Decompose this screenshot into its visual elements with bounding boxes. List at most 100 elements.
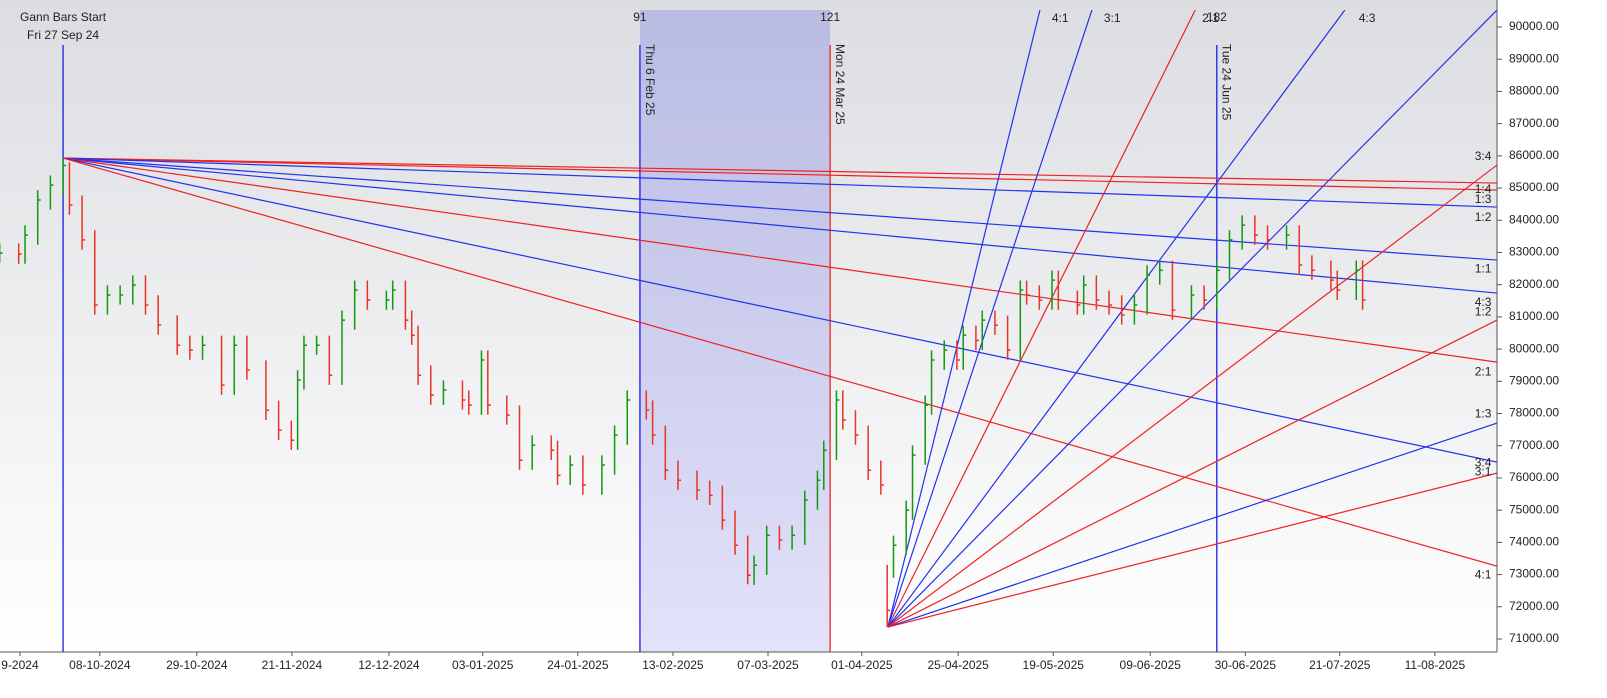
price-bar	[531, 435, 536, 470]
fan-label: 1:2	[1475, 210, 1492, 224]
price-bar	[265, 360, 269, 420]
price-bar	[823, 440, 827, 490]
price-bar	[816, 470, 821, 510]
fan-line	[63, 157, 1497, 208]
price-bar	[765, 525, 770, 575]
price-bar	[144, 275, 149, 315]
x-tick-label: 03-01-2025	[452, 658, 514, 672]
fan-line	[887, 10, 1093, 628]
fan-label: 4:3	[1475, 295, 1492, 309]
x-tick-label: 01-04-2025	[831, 658, 893, 672]
fan-line	[887, 10, 1497, 628]
price-bar	[1266, 225, 1271, 250]
fan-label: 4:1	[1475, 567, 1492, 581]
price-bar	[17, 243, 22, 264]
price-bar	[417, 325, 422, 385]
price-bar	[404, 280, 409, 330]
y-tick-label: 81000.00	[1509, 309, 1559, 323]
price-bar	[119, 285, 124, 305]
y-tick-label: 78000.00	[1509, 406, 1559, 420]
fan-line	[887, 10, 1346, 628]
price-bar	[746, 535, 751, 585]
price-bar	[677, 460, 681, 490]
price-bar	[24, 225, 29, 264]
fan-line	[887, 472, 1497, 628]
price-bar	[1361, 260, 1366, 310]
price-bar	[981, 310, 986, 351]
price-bar	[613, 425, 618, 475]
price-bar	[1285, 225, 1290, 250]
fan-label: 1:2	[1475, 304, 1492, 318]
price-bar	[1025, 280, 1030, 305]
fan-label: 4:1	[1052, 11, 1069, 25]
price-bar	[1076, 290, 1081, 315]
price-bar	[626, 390, 631, 445]
fan-line	[63, 157, 1497, 261]
price-bar	[1108, 290, 1113, 315]
price-bar	[468, 390, 472, 415]
price-bar	[506, 395, 510, 425]
x-tick-label: 08-10-2024	[69, 658, 131, 672]
fan-label: 3:1	[1475, 464, 1492, 478]
y-tick-label: 89000.00	[1509, 51, 1559, 65]
fan-line	[62, 157, 1497, 463]
axis-background	[1497, 0, 1607, 652]
fan-line	[63, 157, 1497, 191]
price-bar	[1216, 260, 1220, 310]
price-bar	[943, 340, 948, 370]
price-bar	[1146, 265, 1151, 315]
price-bar	[176, 315, 181, 355]
price-bar	[201, 335, 206, 360]
x-tick-label: 25-04-2025	[927, 658, 989, 672]
price-bar	[1336, 270, 1341, 300]
price-bar	[1082, 275, 1087, 315]
price-bar	[791, 525, 796, 550]
price-bar	[518, 405, 523, 470]
price-bar	[296, 370, 301, 450]
fan-line	[63, 157, 1497, 184]
price-bar	[303, 335, 307, 390]
price-bar	[246, 335, 250, 380]
price-bar	[696, 470, 700, 500]
price-bar	[905, 500, 910, 555]
price-bar	[645, 390, 650, 420]
fan-label: 1:3	[1475, 192, 1492, 206]
y-tick-label: 84000.00	[1509, 212, 1559, 226]
fan-label: 1:1	[1475, 261, 1492, 275]
price-bar	[132, 275, 136, 305]
price-bar	[480, 350, 485, 415]
price-bar	[880, 460, 884, 495]
y-tick-label: 77000.00	[1509, 438, 1559, 452]
y-tick-label: 83000.00	[1509, 245, 1559, 259]
price-bar	[81, 195, 86, 250]
price-bar	[487, 350, 491, 415]
price-bar	[994, 310, 998, 335]
y-tick-label: 86000.00	[1509, 148, 1559, 162]
price-bar	[1171, 260, 1176, 320]
x-tick-label: 24-01-2025	[547, 658, 609, 672]
price-bar	[49, 175, 54, 210]
price-bar	[975, 325, 979, 351]
y-tick-label: 88000.00	[1509, 84, 1559, 98]
price-bar	[62, 158, 67, 195]
plot-area	[0, 10, 1497, 652]
fan-label: 4:3	[1359, 11, 1376, 25]
y-tick-label: 75000.00	[1509, 502, 1559, 516]
vertical-line-label: Fri 27 Sep 24	[27, 28, 99, 42]
price-bar	[842, 390, 846, 430]
price-bar	[911, 445, 916, 520]
price-bar	[189, 335, 193, 360]
price-bar	[835, 390, 840, 460]
price-bar	[277, 400, 282, 440]
vertical-line-label: Tue 24 Jun 25	[1220, 44, 1234, 121]
price-bar	[854, 410, 859, 445]
price-bar	[233, 335, 238, 395]
price-bar	[550, 435, 555, 460]
price-bar	[1190, 285, 1195, 320]
price-bar	[1330, 260, 1334, 290]
fan-line	[887, 164, 1497, 628]
price-bar	[1051, 270, 1055, 310]
price-bar	[867, 425, 872, 480]
x-tick-label: 29-10-2024	[166, 658, 228, 672]
